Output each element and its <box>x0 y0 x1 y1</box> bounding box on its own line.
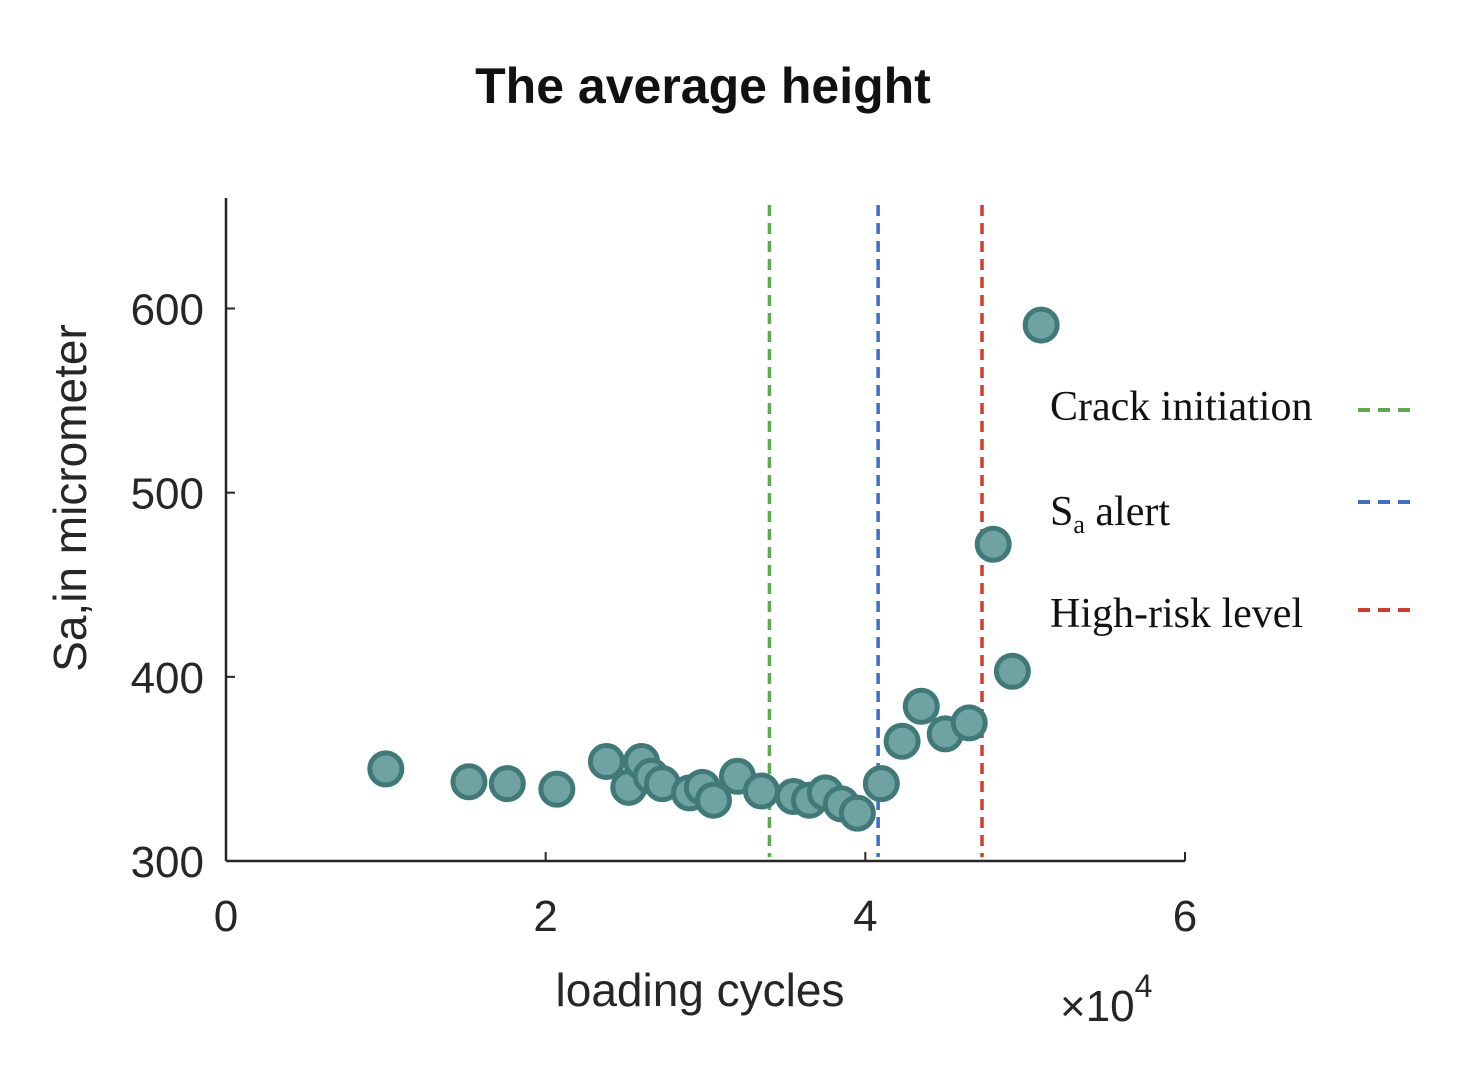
tick-group: 0 2 4 6 300 400 500 600 <box>131 286 1198 942</box>
data-point <box>883 722 921 760</box>
data-point <box>587 743 625 781</box>
x-tick-label: 0 <box>214 892 238 941</box>
data-point <box>950 704 988 742</box>
y-axis-label: Sa,in micrometer <box>44 324 96 672</box>
x-tick-label: 6 <box>1173 892 1197 941</box>
x-exponent-label: ×104 <box>1060 968 1152 1031</box>
legend-sa-rest: alert <box>1085 489 1170 535</box>
chart-title: The average height <box>475 58 931 114</box>
data-point <box>742 772 780 810</box>
reference-lines <box>767 205 984 857</box>
data-point <box>862 765 900 803</box>
data-point <box>367 750 405 788</box>
x-exponent-prefix: ×10 <box>1060 982 1135 1031</box>
data-point <box>488 765 526 803</box>
x-axis-label: loading cycles <box>556 964 845 1016</box>
legend-label-high-risk: High-risk level <box>1050 591 1303 637</box>
legend: Crack initiation Sa alert High-risk leve… <box>1050 384 1418 637</box>
data-point <box>538 770 576 808</box>
legend-sa-main: S <box>1050 489 1073 535</box>
x-tick-label: 2 <box>533 892 557 941</box>
legend-label-sa-alert: Sa alert <box>1050 489 1170 539</box>
data-point <box>974 525 1012 563</box>
data-point <box>902 687 940 725</box>
data-point <box>838 794 876 832</box>
data-point <box>694 781 732 819</box>
x-exponent-power: 4 <box>1135 968 1153 1004</box>
legend-sa-sub: a <box>1073 510 1085 539</box>
y-tick-label: 400 <box>131 654 204 703</box>
data-points <box>367 306 1060 832</box>
legend-label-crack-initiation: Crack initiation <box>1050 384 1312 430</box>
y-tick-label: 600 <box>131 286 204 335</box>
x-tick-label: 4 <box>853 892 877 941</box>
y-tick-label: 300 <box>131 838 204 887</box>
data-point <box>993 652 1031 690</box>
data-point <box>1022 306 1060 344</box>
data-point <box>450 763 488 801</box>
y-tick-label: 500 <box>131 470 204 519</box>
